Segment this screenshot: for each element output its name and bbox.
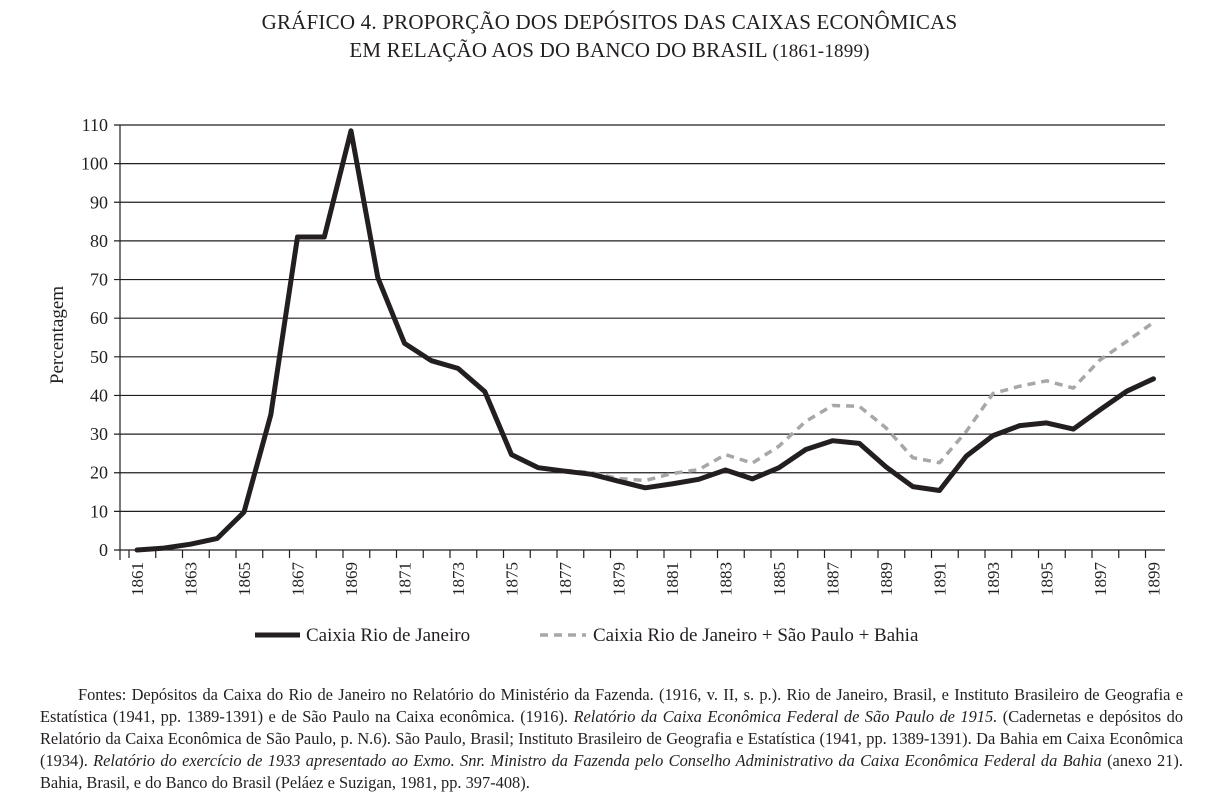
legend-label-combined: Caixia Rio de Janeiro + São Paulo + Bahi… xyxy=(593,625,919,646)
footnote-italic-title: Relatório da Caixa Econômica Federal de … xyxy=(573,707,998,726)
footnote-text: Fontes: Depósitos da Caixa do Rio de Jan… xyxy=(40,685,1183,726)
x-tick-label: 1865 xyxy=(235,562,254,596)
legend: Caixia Rio de Janeiro Caixia Rio de Jane… xyxy=(255,625,919,646)
footnote-text: (anexo 21). Bahia, Brasil, e do Banco do… xyxy=(40,751,1183,792)
legend-label-rio: Caixia Rio de Janeiro xyxy=(306,625,470,646)
y-tick-label: 0 xyxy=(99,540,108,560)
x-tick-label: 1889 xyxy=(877,562,896,596)
x-tick-label: 1893 xyxy=(984,562,1003,596)
x-tick-label: 1861 xyxy=(128,562,147,596)
y-tick-label: 80 xyxy=(90,231,108,251)
y-tick-label: 10 xyxy=(90,501,108,521)
sources-footnote: Fontes: Depósitos da Caixa do Rio de Jan… xyxy=(40,684,1183,794)
x-tick-label: 1895 xyxy=(1038,562,1057,596)
footnote-italic-title: Relatório do exercício de 1933 apresenta… xyxy=(93,751,1102,770)
y-tick-label: 40 xyxy=(90,385,108,405)
x-tick-label: 1891 xyxy=(931,562,950,596)
y-tick-label: 20 xyxy=(90,463,108,483)
chart-title-line2: EM RELAÇÃO AOS DO BANCO DO BRASIL (1861-… xyxy=(0,38,1219,63)
x-tick-label: 1897 xyxy=(1091,562,1110,597)
chart-title-line1: GRÁFICO 4. PROPORÇÃO DOS DEPÓSITOS DAS C… xyxy=(261,10,958,34)
x-tick-label: 1879 xyxy=(610,562,629,596)
chart-title-text: EM RELAÇÃO AOS DO BANCO DO BRASIL xyxy=(349,38,768,62)
x-tick-label: 1873 xyxy=(449,562,468,596)
x-tick-label: 1899 xyxy=(1145,562,1164,596)
x-tick-label: 1875 xyxy=(503,562,522,596)
chart-title-years: (1861-1899) xyxy=(772,41,870,62)
series-line-combined xyxy=(510,320,1155,483)
x-tick-label: 1871 xyxy=(396,562,415,596)
x-tick-label: 1867 xyxy=(289,562,308,597)
x-tick-label: 1883 xyxy=(717,562,736,596)
y-axis-label: Percentagem xyxy=(47,286,68,384)
x-tick-label: 1885 xyxy=(770,562,789,596)
line-chart: 0 10 20 30 40 50 60 70 80 90 100 110 1861 1863 1865 186… xyxy=(47,115,1165,646)
y-tick-label: 110 xyxy=(82,115,108,135)
y-tick-label: 100 xyxy=(81,154,108,174)
y-tick-label: 70 xyxy=(90,270,108,290)
x-tick-label: 1863 xyxy=(182,562,201,596)
y-tick-label: 30 xyxy=(90,424,108,444)
series-line-rio xyxy=(134,128,1156,553)
y-tick-label: 90 xyxy=(90,192,108,212)
x-tick-label: 1877 xyxy=(556,562,575,597)
x-tick-label: 1887 xyxy=(824,562,843,597)
y-tick-label: 50 xyxy=(90,347,108,367)
footnote-text: (Cadernetas e depósitos do Relatório da … xyxy=(40,707,1184,770)
x-tick-label: 1881 xyxy=(663,562,682,596)
x-tick-label: 1869 xyxy=(342,562,361,596)
y-tick-label: 60 xyxy=(90,308,108,328)
